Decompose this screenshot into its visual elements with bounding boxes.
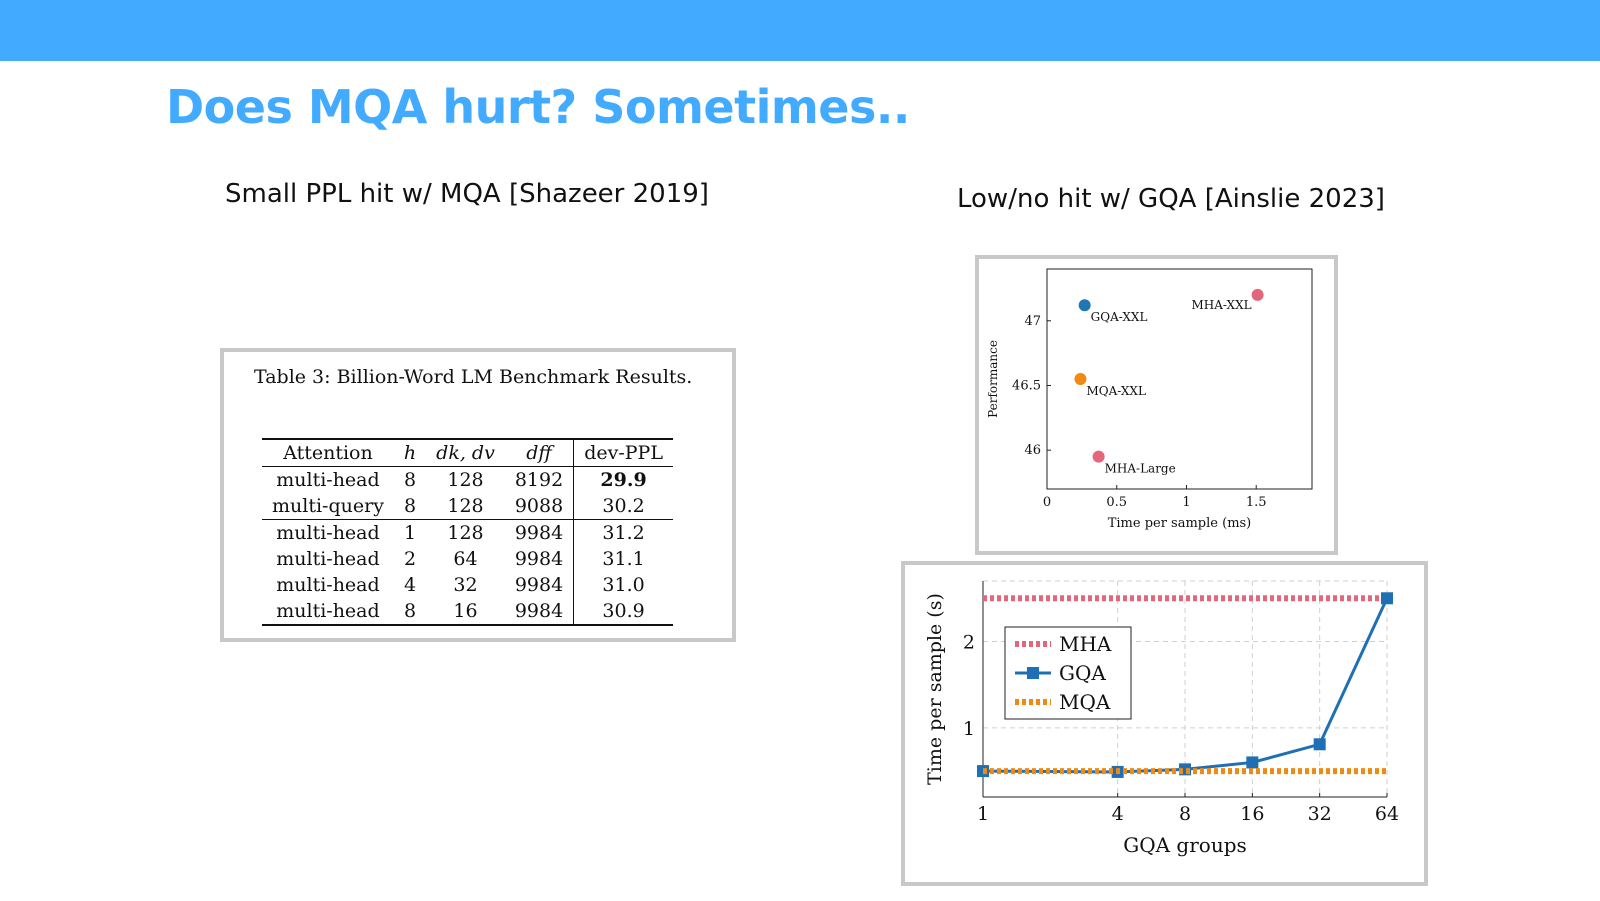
slide-title: Does MQA hurt? Sometimes..	[166, 80, 910, 134]
table-cell: 16	[453, 600, 478, 622]
table-header-row: Attention h dk, dv dff dev-PPL	[262, 439, 673, 467]
line-chart: 1 4 8 16 32 64 1 2 GQA groups Time per sample (s)…	[924, 580, 1399, 857]
table-cell: 8192	[514, 469, 564, 491]
col-header-dk-dv: dk, dv	[436, 442, 495, 464]
point-label: MHA-Large	[1105, 462, 1176, 476]
y-axis-label: Performance	[986, 340, 1000, 418]
table-cell: 30.2	[573, 493, 673, 520]
left-subtitle: Small PPL hit w/ MQA [Shazeer 2019]	[225, 179, 709, 209]
table-cell: 31.2	[573, 519, 673, 546]
x-tick-label: 1.5	[1246, 495, 1267, 510]
x-tick-label: 4	[1112, 803, 1124, 825]
x-tick-label: 1	[1182, 495, 1190, 510]
table-row: multi-query 8 128 9088 30.2	[262, 493, 673, 520]
table-cell: 128	[447, 522, 484, 544]
table-cell: 9984	[514, 548, 564, 570]
series-marker-gqa	[1381, 592, 1393, 605]
table-row: multi-head 4 32 9984 31.0	[262, 572, 673, 598]
table-cell: 29.9	[573, 466, 673, 493]
table-cell: 31.1	[573, 546, 673, 572]
scatter-point-mha-large	[1092, 450, 1105, 463]
table-cell: 9984	[514, 574, 564, 596]
x-axis-label: Time per sample (ms)	[1108, 516, 1252, 531]
x-tick-label: 8	[1179, 803, 1191, 825]
table-cell: 8	[404, 600, 417, 622]
col-header-attention: Attention	[283, 442, 373, 464]
col-header-dev-ppl: dev-PPL	[573, 439, 673, 467]
table-cell: multi-head	[276, 469, 380, 491]
scatter-point-mha-xxl	[1251, 288, 1264, 301]
col-header-dff: dff	[526, 442, 552, 464]
table-cell: 30.9	[573, 598, 673, 625]
table-cell: 8	[404, 469, 417, 491]
legend-label-mha: MHA	[1059, 632, 1112, 656]
table-cell: 4	[404, 574, 417, 596]
y-tick-label: 46.5	[1012, 378, 1041, 393]
table-cell: 1	[404, 522, 417, 544]
point-label: MHA-XXL	[1191, 298, 1251, 312]
x-tick-label: 32	[1308, 803, 1332, 825]
legend-marker-gqa	[1027, 667, 1039, 679]
scatter-chart: 0 0.5 1 1.5 46 46.5 47 Time per sample (ms) Perf…	[986, 268, 1313, 531]
series-marker-gqa	[1313, 738, 1326, 751]
x-axis-label: GQA groups	[1123, 833, 1247, 857]
scatter-point-gqa-xxl	[1078, 299, 1091, 312]
table-cell: 8	[404, 495, 417, 517]
table-cell: 9984	[514, 522, 564, 544]
table-cell: multi-head	[276, 600, 380, 622]
table-cell: 128	[447, 495, 484, 517]
legend-label-mqa: MQA	[1059, 690, 1111, 714]
legend-label-gqa: GQA	[1059, 661, 1106, 685]
point-label: MQA-XXL	[1086, 384, 1146, 398]
top-accent-bar	[0, 0, 1600, 61]
table-cell: multi-head	[276, 548, 380, 570]
table-cell: 128	[447, 469, 484, 491]
table-cell: 9984	[514, 600, 564, 622]
line-chart-figure: 1 4 8 16 32 64 1 2 GQA groups Time per sample (s)…	[901, 561, 1428, 886]
table-cell: 32	[453, 574, 478, 596]
x-tick-label: 1	[977, 803, 989, 825]
y-axis-label: Time per sample (s)	[924, 593, 946, 785]
table-cell: multi-head	[276, 574, 380, 596]
y-tick-label: 1	[963, 718, 975, 740]
table-cell: 9088	[514, 495, 564, 517]
table-row: multi-head 1 128 9984 31.2	[262, 519, 673, 546]
scatter-chart-figure: 0 0.5 1 1.5 46 46.5 47 Time per sample (ms) Perf…	[975, 255, 1338, 555]
x-tick-label: 64	[1375, 803, 1399, 825]
point-label: GQA-XXL	[1091, 310, 1148, 324]
plot-area-frame	[1046, 268, 1313, 490]
benchmark-table-figure: Table 3: Billion-Word LM Benchmark Resul…	[220, 348, 736, 642]
series-marker-gqa	[1246, 756, 1259, 769]
table-row: multi-head 8 16 9984 30.9	[262, 598, 673, 625]
col-header-h: h	[403, 442, 417, 464]
y-tick-label: 46	[1024, 443, 1041, 458]
x-tick-label: 0.5	[1106, 495, 1127, 510]
table-cell: multi-head	[276, 522, 380, 544]
table-row: multi-head 2 64 9984 31.1	[262, 546, 673, 572]
table-caption: Table 3: Billion-Word LM Benchmark Resul…	[254, 366, 693, 388]
y-tick-label: 2	[963, 631, 975, 653]
benchmark-table: Attention h dk, dv dff dev-PPL multi-hea…	[262, 438, 673, 626]
table-row: multi-head 8 128 8192 29.9	[262, 466, 673, 493]
table-cell: 2	[404, 548, 417, 570]
x-tick-label: 16	[1240, 803, 1264, 825]
table-cell: 31.0	[573, 572, 673, 598]
table-cell: multi-query	[272, 495, 384, 517]
x-tick-label: 0	[1043, 495, 1051, 510]
y-tick-label: 47	[1024, 314, 1041, 329]
right-subtitle: Low/no hit w/ GQA [Ainslie 2023]	[957, 184, 1385, 214]
table-cell: 64	[453, 548, 478, 570]
scatter-point-mqa-xxl	[1074, 373, 1087, 385]
